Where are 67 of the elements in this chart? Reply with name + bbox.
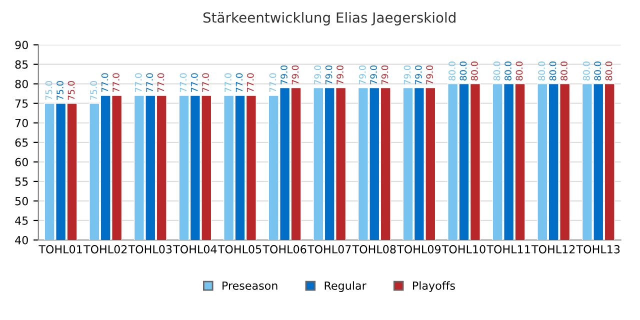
data-label: 80.0: [493, 62, 500, 80]
data-label: 77.0: [224, 73, 232, 92]
x-tick-label: TOHL06: [262, 245, 306, 254]
x-tick-label: TOHL07: [307, 245, 351, 254]
data-label: 80.0: [605, 62, 612, 80]
data-label: 80.0: [538, 62, 546, 80]
data-label: 79.0: [336, 65, 344, 84]
data-label: 80.0: [448, 62, 456, 80]
x-tick-label: TOHL02: [83, 245, 127, 254]
data-label: 79.0: [381, 65, 388, 84]
data-label: 77.0: [246, 73, 254, 92]
data-label: 77.0: [269, 73, 276, 92]
x-tick-label: TOHL04: [173, 245, 217, 254]
data-label: 80.0: [516, 62, 523, 80]
data-label: 79.0: [292, 65, 299, 84]
data-label: 80.0: [594, 62, 602, 80]
data-label: 80.0: [460, 62, 467, 80]
data-label: 80.0: [582, 62, 590, 80]
y-tick-label: 75: [15, 99, 28, 108]
data-label: 80.0: [504, 62, 512, 80]
y-tick-label: 45: [15, 216, 28, 225]
y-tick-label: 80: [15, 80, 28, 88]
data-label: 80.0: [560, 62, 568, 80]
data-label: 80.0: [470, 62, 478, 80]
y-tick-label: 70: [15, 118, 28, 128]
data-label: 79.0: [404, 65, 411, 84]
x-tick-label: TOHL03: [128, 245, 172, 254]
data-label: 77.0: [134, 73, 142, 92]
data-label: 77.0: [146, 73, 154, 92]
x-tick-label: TOHL01: [38, 245, 82, 254]
x-tick-label: TOHL08: [352, 245, 396, 254]
x-tick-label: TOHL10: [442, 245, 486, 254]
data-label: 79.0: [358, 65, 366, 84]
data-label: 77.0: [202, 73, 210, 92]
data-label: 79.0: [370, 65, 378, 84]
x-tick-label: TOHL11: [486, 245, 530, 254]
data-label: 80.0: [549, 62, 556, 80]
x-tick-label: TOHL05: [218, 245, 262, 254]
legend-label: Regular: [324, 281, 366, 292]
y-tick-label: 55: [15, 178, 28, 186]
data-label: 79.0: [280, 65, 288, 84]
y-tick-label: 40: [15, 236, 28, 244]
data-label: 75.0: [56, 81, 64, 100]
y-tick-label: 60: [15, 158, 28, 166]
data-label: 79.0: [325, 65, 332, 84]
data-label: 77.0: [180, 73, 187, 92]
data-label: 79.0: [426, 65, 434, 84]
x-tick-label: TOHL12: [531, 245, 575, 254]
data-label: 79.0: [414, 65, 422, 84]
x-tick-label: TOHL09: [397, 245, 441, 254]
data-label: 77.0: [236, 73, 243, 92]
data-label: 77.0: [112, 73, 120, 92]
data-label: 77.0: [157, 73, 164, 92]
y-tick-label: 65: [15, 138, 28, 147]
data-label: 75.0: [68, 81, 75, 100]
data-label: 77.0: [190, 73, 198, 92]
data-label: 75.0: [90, 81, 98, 100]
data-label: 75.0: [45, 81, 52, 100]
chart-title: Stärkeentwicklung Elias Jaegerskiold: [203, 12, 456, 26]
x-tick-label: TOHL13: [576, 245, 620, 254]
legend-label: Playoffs: [413, 281, 455, 292]
data-label: 79.0: [314, 65, 322, 84]
y-tick-label: 90: [15, 40, 28, 50]
data-label: 77.0: [101, 73, 108, 92]
y-tick-label: 50: [15, 196, 28, 206]
legend-label: Preseason: [222, 282, 278, 290]
y-tick-label: 85: [15, 60, 28, 69]
